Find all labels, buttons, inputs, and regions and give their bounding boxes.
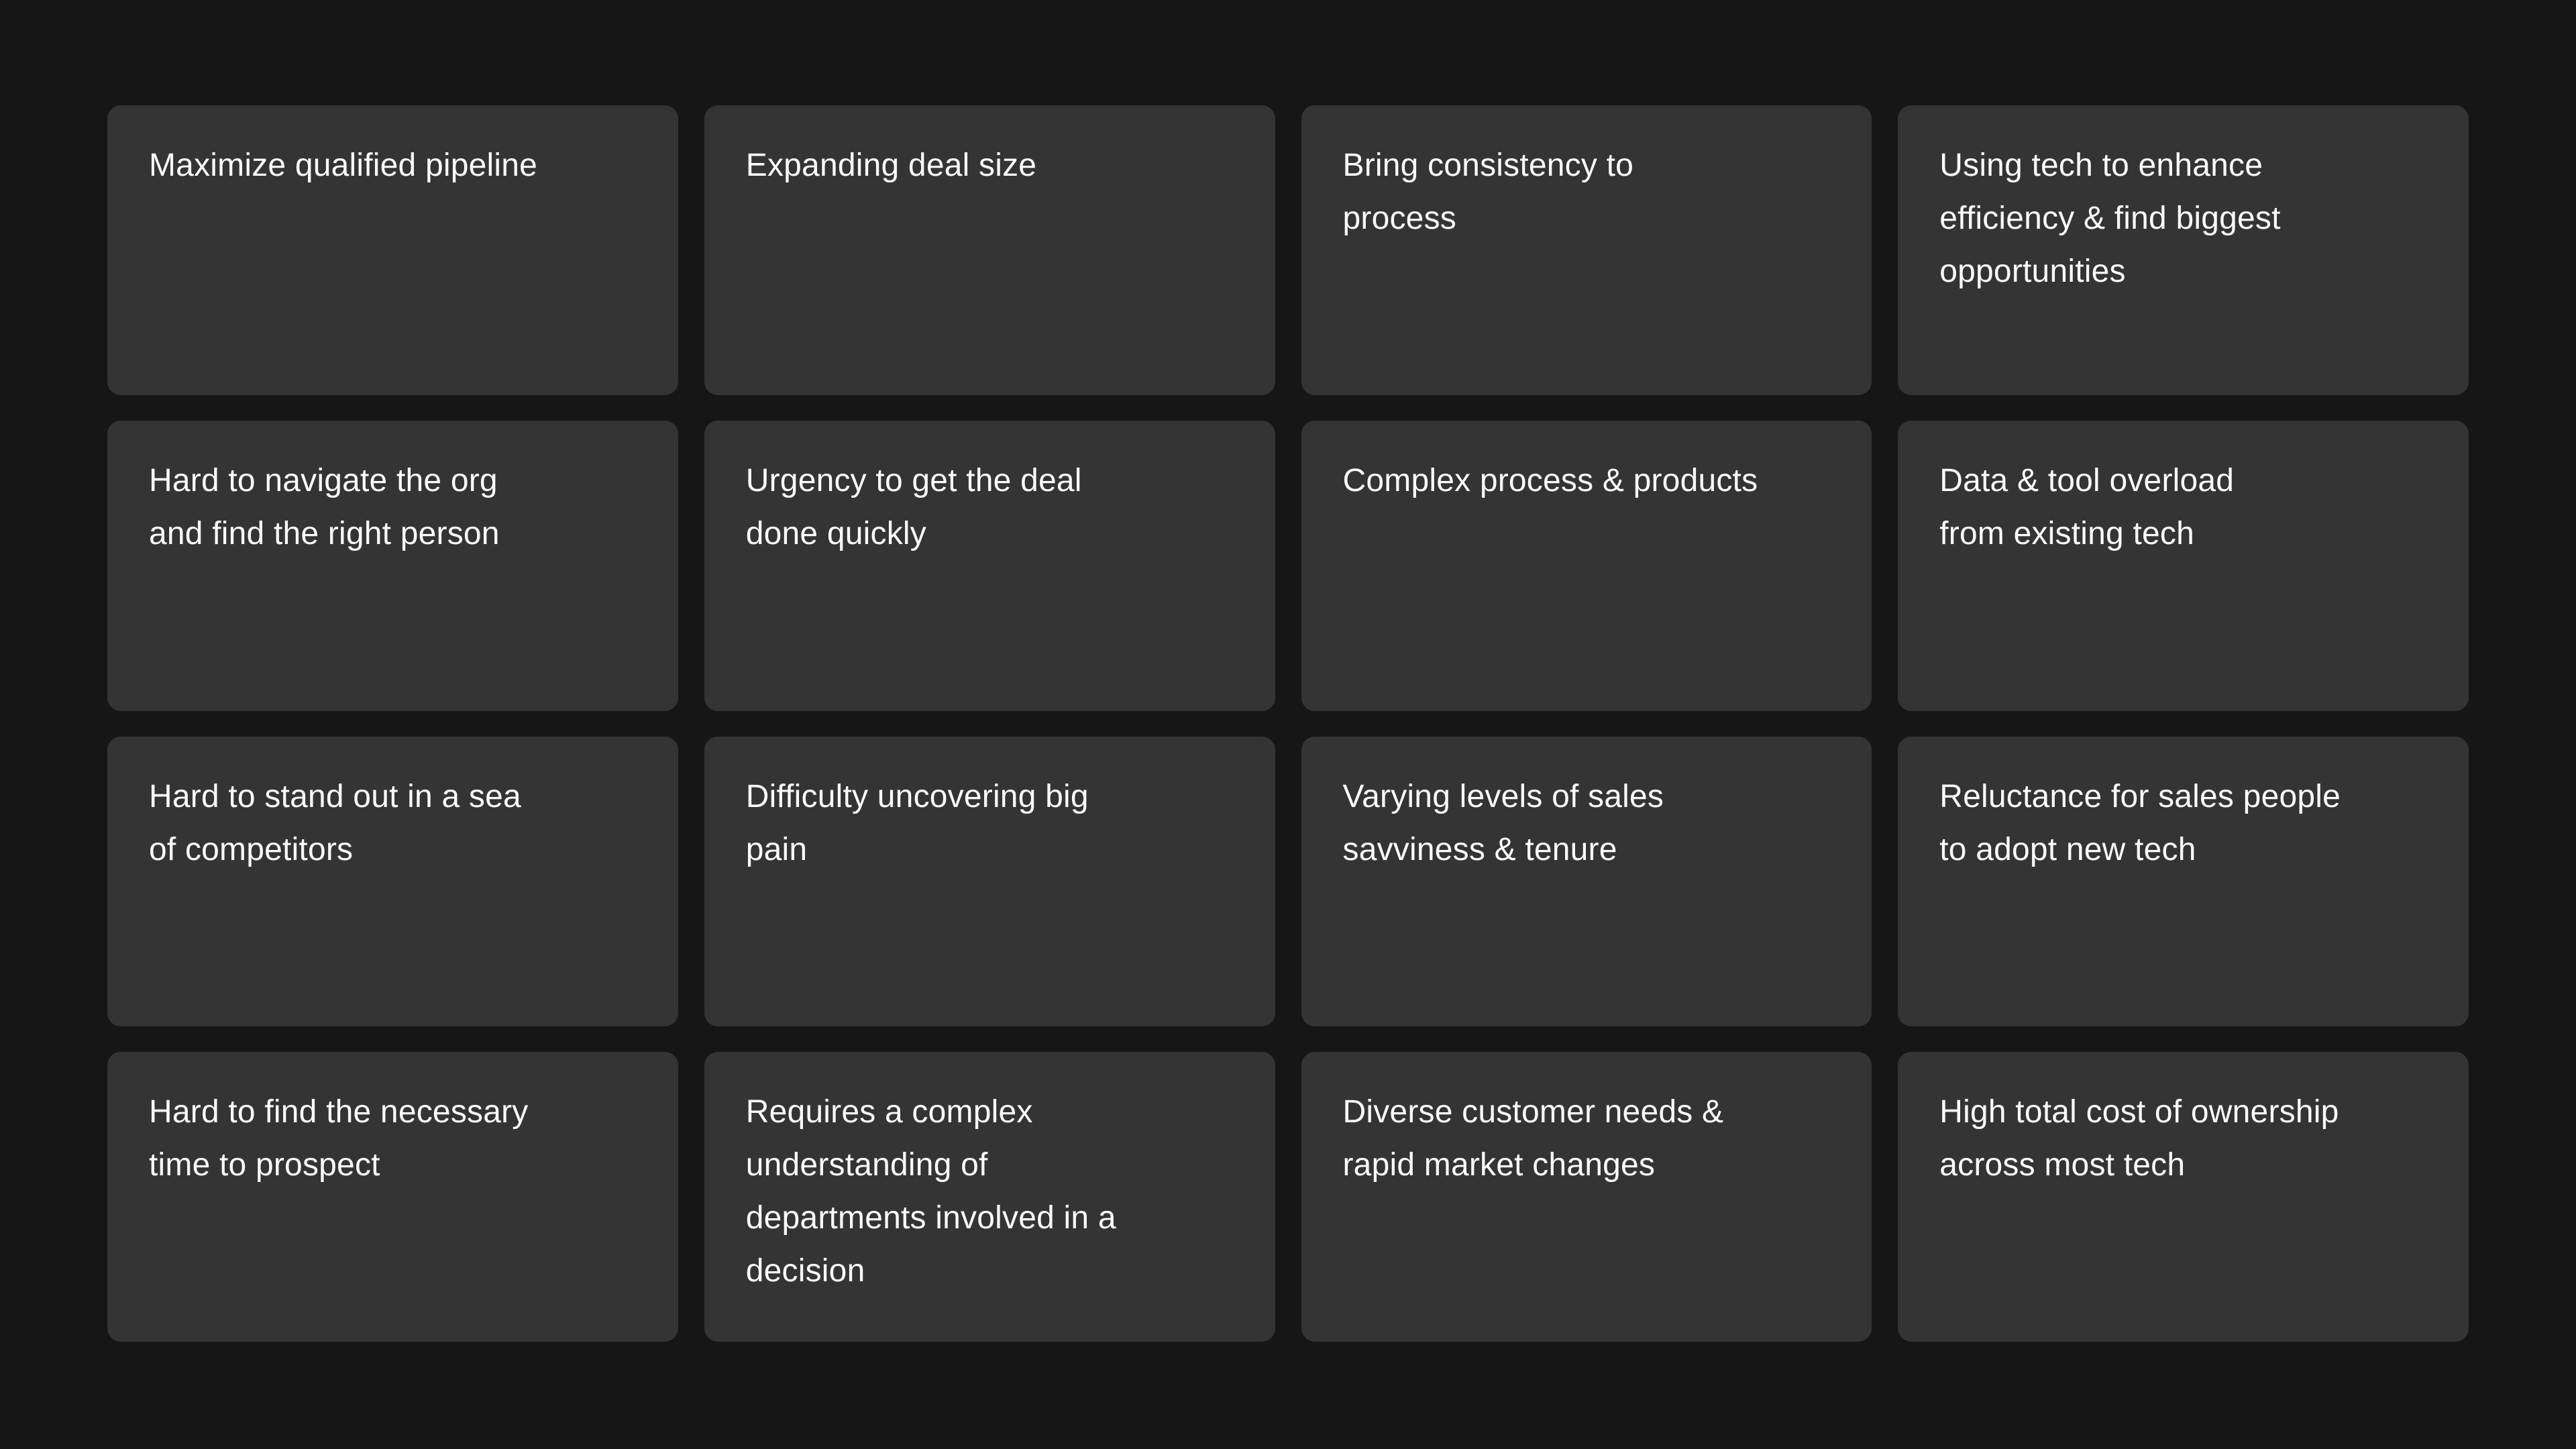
card-text: Maximize qualified pipeline xyxy=(149,148,538,183)
card-text: High total cost of ownership across most… xyxy=(1939,1093,2339,1183)
card-text: Diverse customer needs & rapid market ch… xyxy=(1342,1093,1724,1183)
card-text: Using tech to enhance efficiency & find … xyxy=(1939,148,2281,289)
card-text: Reluctance for sales people to adopt new… xyxy=(1939,778,2341,867)
card-text: Difficulty uncovering big pain xyxy=(745,778,1089,867)
card-hard-to-find-time-to-prospect: Hard to find the necessary time to prosp… xyxy=(107,1051,678,1342)
card-requires-complex-understanding: Requires a complex understanding of depa… xyxy=(704,1051,1275,1342)
card-text: Expanding deal size xyxy=(745,148,1037,183)
card-diverse-customer-needs: Diverse customer needs & rapid market ch… xyxy=(1301,1051,1872,1342)
card-maximize-qualified-pipeline: Maximize qualified pipeline xyxy=(107,105,678,396)
card-hard-to-stand-out: Hard to stand out in a sea of competitor… xyxy=(107,736,678,1026)
card-text: Complex process & products xyxy=(1342,463,1758,499)
card-hard-to-navigate-the-org: Hard to navigate the org and find the ri… xyxy=(107,421,678,711)
card-text: Hard to stand out in a sea of competitor… xyxy=(149,778,521,867)
card-text: Requires a complex understanding of depa… xyxy=(745,1093,1116,1289)
card-grid: Maximize qualified pipeline Expanding de… xyxy=(107,105,2469,1342)
card-text: Hard to find the necessary time to prosp… xyxy=(149,1093,529,1183)
card-using-tech-to-enhance-efficiency: Using tech to enhance efficiency & find … xyxy=(1898,105,2469,396)
card-text: Hard to navigate the org and find the ri… xyxy=(149,463,500,552)
card-reluctance-to-adopt-new-tech: Reluctance for sales people to adopt new… xyxy=(1898,736,2469,1026)
card-varying-levels-of-sales-savviness: Varying levels of sales savviness & tenu… xyxy=(1301,736,1872,1026)
card-text: Urgency to get the deal done quickly xyxy=(745,463,1082,552)
card-data-and-tool-overload: Data & tool overload from existing tech xyxy=(1898,421,2469,711)
card-complex-process-and-products: Complex process & products xyxy=(1301,421,1872,711)
card-high-total-cost-of-ownership: High total cost of ownership across most… xyxy=(1898,1051,2469,1342)
card-text: Data & tool overload from existing tech xyxy=(1939,463,2235,552)
card-bring-consistency-to-process: Bring consistency to process xyxy=(1301,105,1872,396)
card-urgency-to-get-deal-done: Urgency to get the deal done quickly xyxy=(704,421,1275,711)
card-difficulty-uncovering-big-pain: Difficulty uncovering big pain xyxy=(704,736,1275,1026)
card-text: Varying levels of sales savviness & tenu… xyxy=(1342,778,1664,867)
card-text: Bring consistency to process xyxy=(1342,148,1634,236)
card-expanding-deal-size: Expanding deal size xyxy=(704,105,1275,396)
